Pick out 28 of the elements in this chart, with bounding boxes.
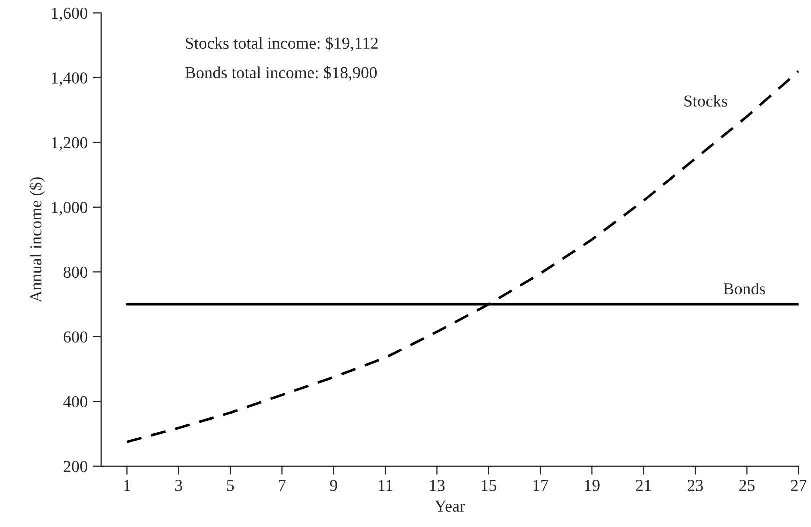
x-tick-label: 7 [279, 480, 286, 492]
y-tick-label: 1,200 [52, 137, 88, 152]
x-tick-label: 1 [124, 480, 130, 492]
annotation: Stocks total income: $19,112 [186, 36, 378, 52]
annotation: Bonds total income: $18,900 [186, 66, 378, 81]
x-tick-label: 11 [378, 480, 393, 492]
x-tick-label: 13 [430, 480, 445, 492]
x-tick-label: 23 [688, 480, 704, 492]
y-axis-title: Annual income ($) [30, 178, 46, 303]
series-label: Bonds [724, 282, 766, 295]
x-tick-label: 25 [740, 480, 755, 492]
x-tick-label: 17 [534, 480, 548, 492]
y-tick-label: 400 [64, 396, 88, 408]
y-tick-label: 1,000 [52, 202, 88, 216]
x-tick-label: 15 [482, 480, 497, 492]
y-tick-label: 1,600 [52, 8, 88, 22]
x-tick-label: 9 [330, 480, 338, 492]
x-tick-label: 3 [176, 480, 182, 492]
x-tick-label: 19 [585, 480, 600, 492]
x-axis-title: Year [434, 500, 466, 512]
series-label: Stocks [684, 95, 728, 107]
x-tick-label: 27 [791, 480, 807, 492]
y-tick-label: 1,400 [52, 72, 88, 86]
y-tick-label: 600 [64, 332, 88, 343]
x-tick-label: 5 [227, 480, 234, 492]
x-tick-label: 21 [636, 480, 652, 492]
y-tick-label: 800 [64, 266, 88, 278]
y-tick-label: 200 [64, 461, 88, 472]
